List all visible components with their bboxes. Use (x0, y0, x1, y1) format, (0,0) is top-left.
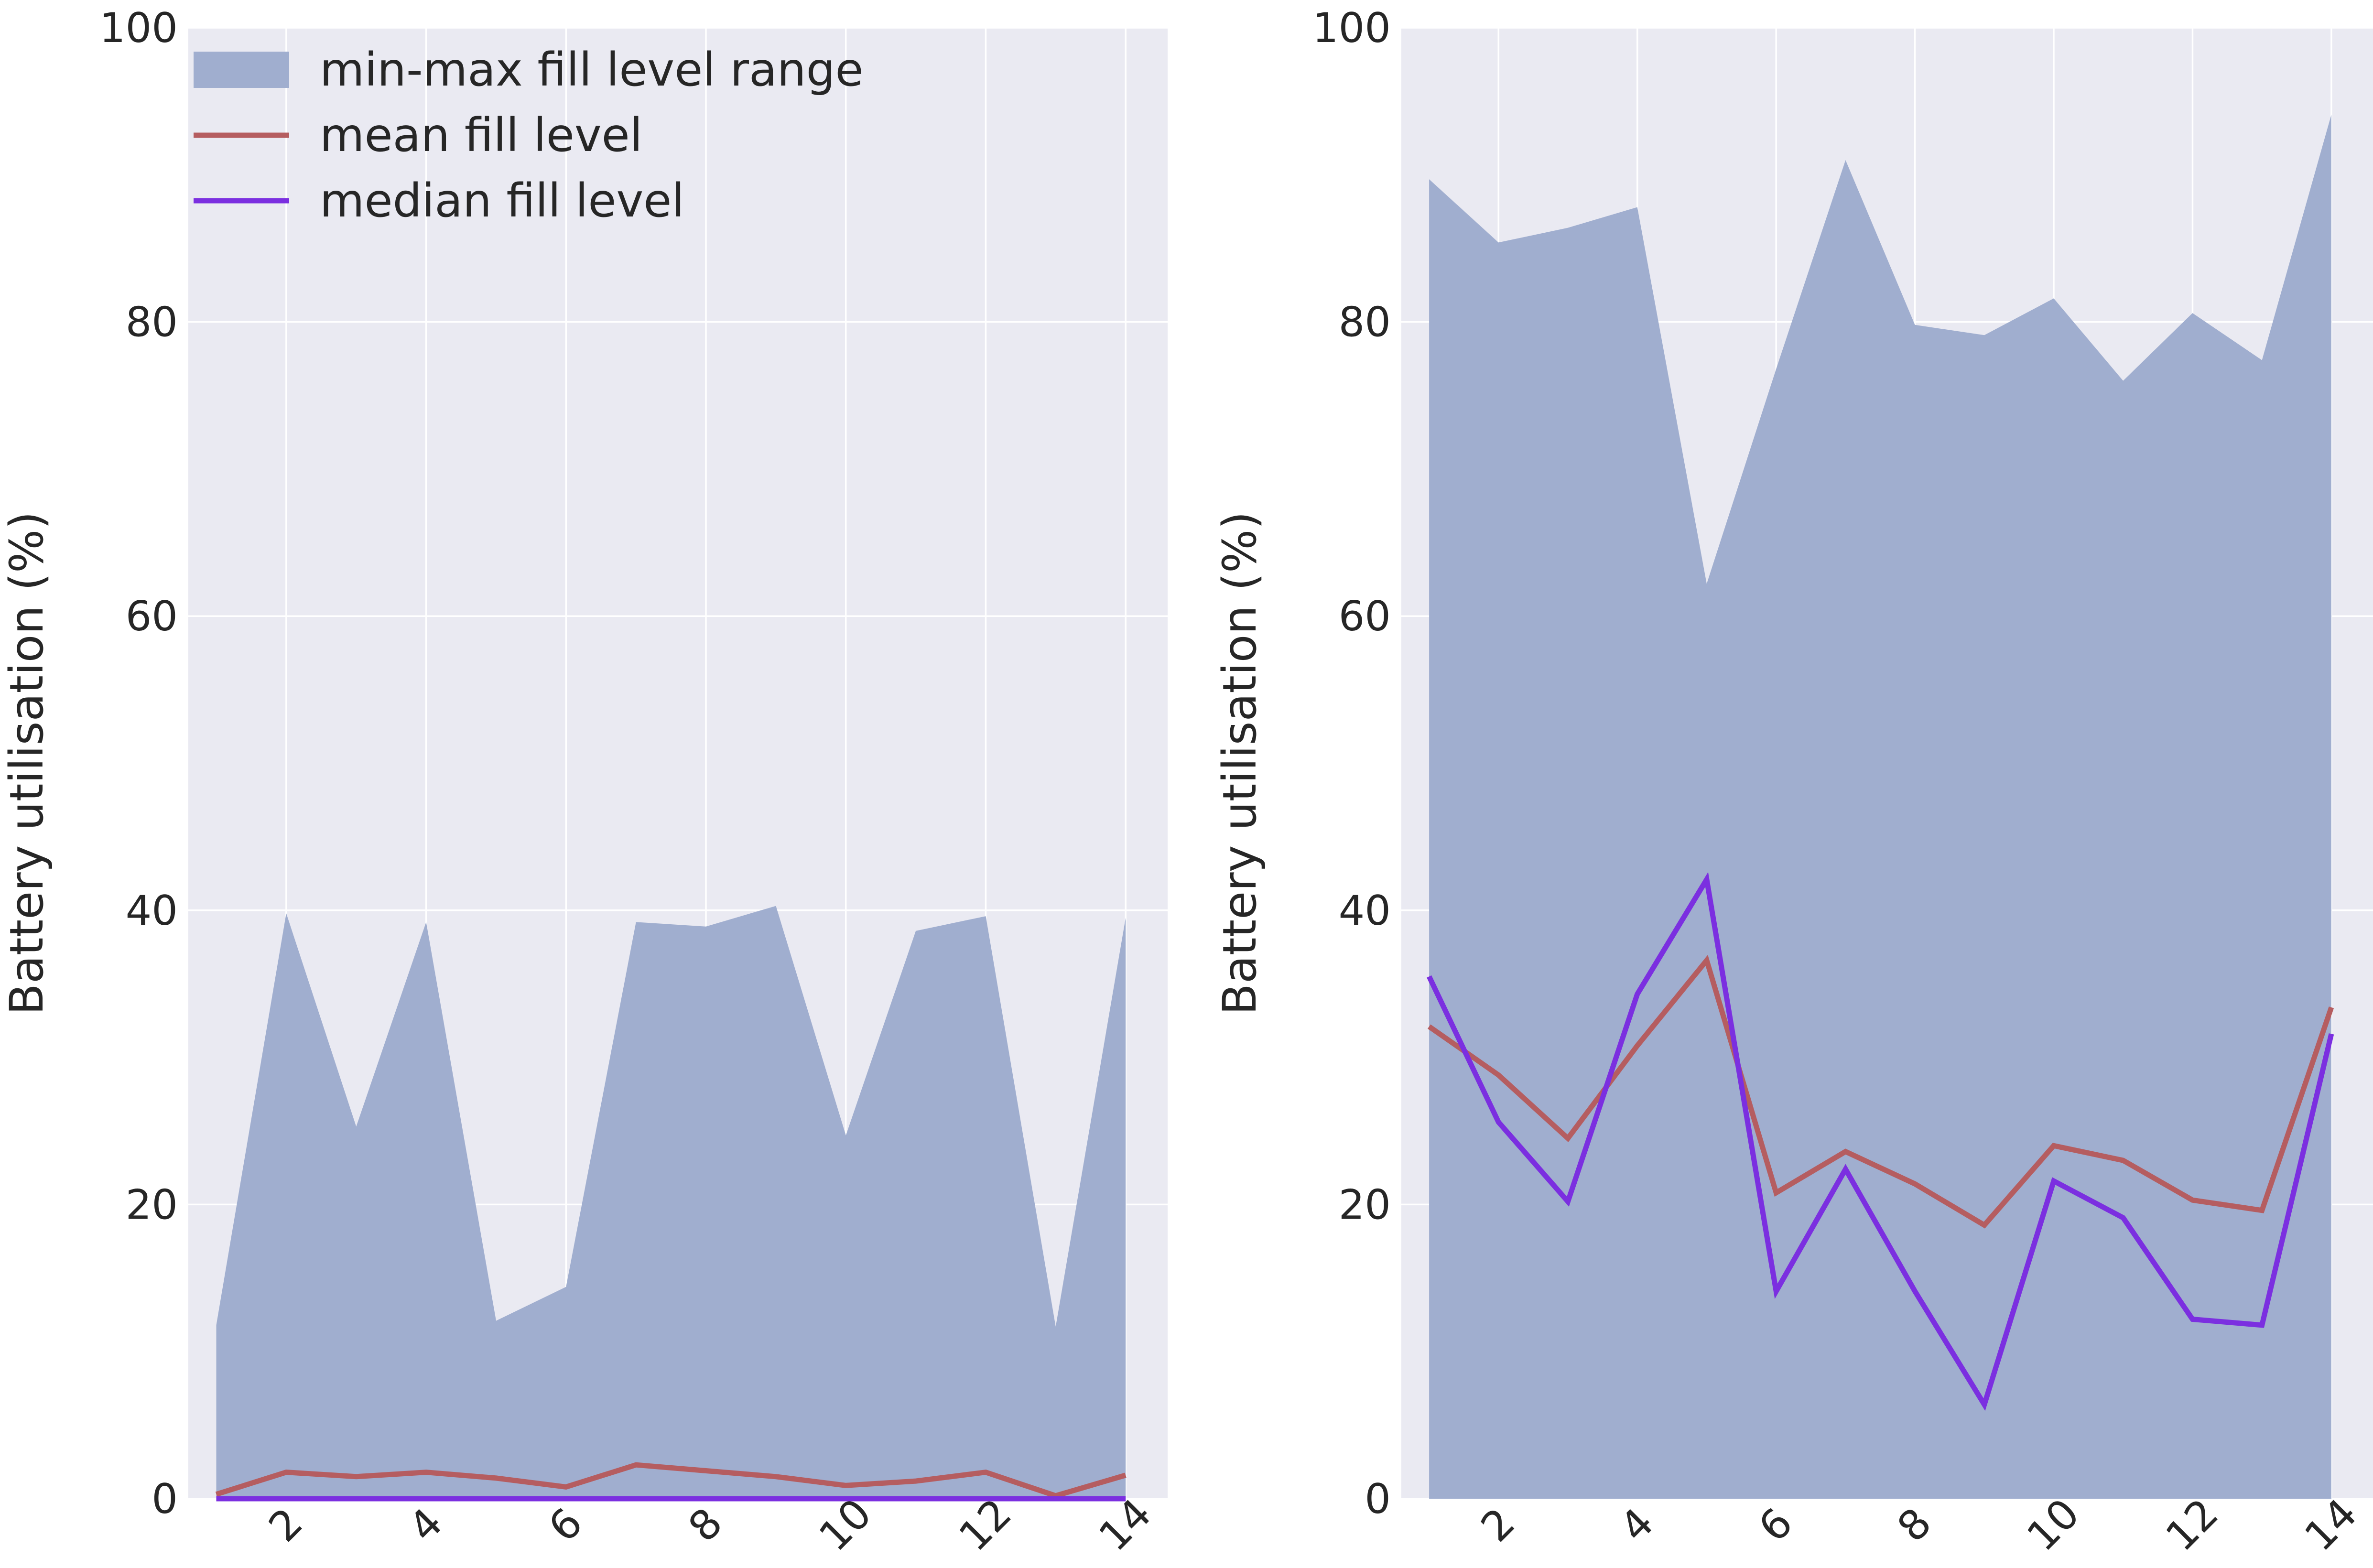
y-axis-label: Battery utilisation (%) (0, 511, 54, 1015)
mean-fill-level-line (215, 1462, 1127, 1499)
y-tick-label: 60 (126, 593, 178, 640)
x-tick-label: 4 (400, 1499, 452, 1551)
x-tick-label: 10 (2018, 1490, 2089, 1560)
y-tick-label: 80 (1339, 299, 1391, 346)
x-tick-label: 2 (1472, 1499, 1524, 1551)
y-tick-label: 100 (1312, 4, 1391, 52)
x-tick-label: 12 (2157, 1490, 2228, 1560)
y-tick-label: 0 (152, 1475, 178, 1523)
x-tick-label: 8 (1888, 1499, 1940, 1551)
x-tick-label: 4 (1611, 1499, 1663, 1551)
min-max-range-band (1429, 114, 2331, 1499)
mean-fill-level-line (1427, 954, 2334, 1229)
x-tick-label: 6 (540, 1499, 592, 1551)
x-tick-label: 2 (260, 1499, 312, 1551)
median-fill-level-line (1427, 872, 2334, 1411)
x-tick-label: 6 (1750, 1499, 1802, 1551)
y-tick-label: 80 (126, 299, 178, 346)
x-tick-label: 14 (2296, 1490, 2366, 1560)
legend-label: min-max fill level range (320, 43, 864, 97)
y-tick-label: 20 (1339, 1181, 1391, 1229)
y-tick-label: 40 (126, 887, 178, 935)
legend-label: median fill level (320, 174, 684, 227)
right-chart-panel: 0 20 40 60 80 100 2 4 6 8 10 12 14 Battery utilisatio… (1213, 4, 2373, 1560)
y-tick-label: 0 (1365, 1475, 1391, 1523)
y-tick-label: 20 (126, 1181, 178, 1229)
y-tick-label: 40 (1339, 887, 1391, 935)
y-axis-label: Battery utilisation (%) (1213, 511, 1267, 1015)
legend-swatch-band (194, 52, 289, 88)
x-tick-label: 8 (680, 1499, 732, 1551)
min-max-range-band (216, 906, 1126, 1499)
legend: min-max fill level range mean fill level m… (194, 43, 864, 227)
legend-label: mean fill level (320, 108, 642, 162)
y-tick-label: 100 (99, 4, 178, 52)
y-tick-label: 60 (1339, 593, 1391, 640)
